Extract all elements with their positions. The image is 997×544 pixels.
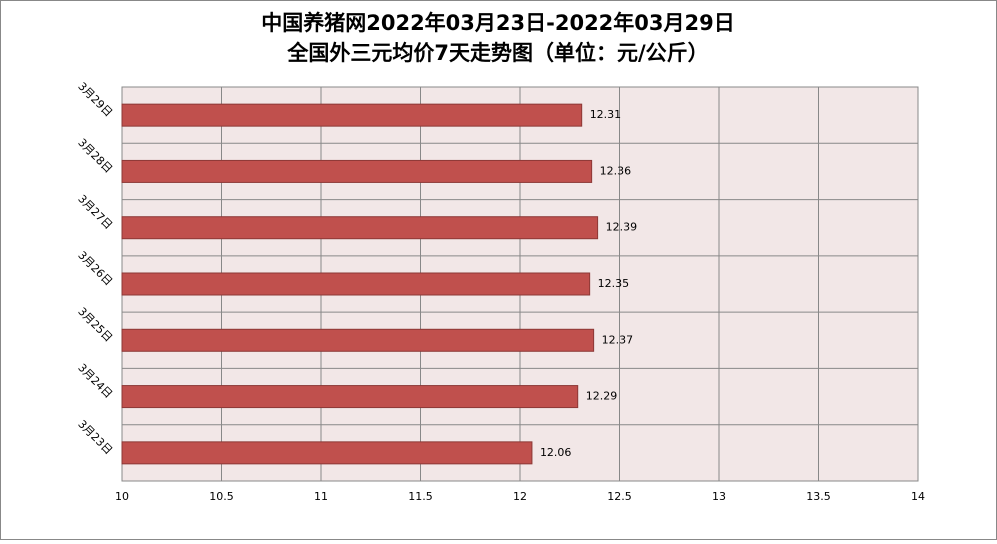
- x-tick-label: 10: [115, 490, 129, 503]
- chart-subtitle: 全国外三元均价7天走势图（单位：元/公斤）: [286, 41, 708, 65]
- bar: [121, 441, 533, 465]
- value-label: 12.36: [600, 164, 632, 177]
- bar: [121, 216, 599, 240]
- x-tick-label: 12.5: [607, 490, 632, 503]
- x-tick-label: 11.5: [408, 490, 433, 503]
- bar: [121, 159, 593, 183]
- bar: [121, 272, 591, 296]
- bar: [121, 385, 579, 409]
- x-tick-label: 13: [712, 490, 726, 503]
- x-tick-label: 13.5: [806, 490, 831, 503]
- value-label: 12.37: [602, 333, 634, 346]
- value-label: 12.39: [606, 221, 638, 234]
- x-tick-label: 11: [314, 490, 328, 503]
- value-label: 12.29: [586, 390, 618, 403]
- bar: [121, 103, 583, 127]
- chart-title: 中国养猪网2022年03月23日-2022年03月29日: [261, 11, 735, 35]
- x-tick-label: 10.5: [209, 490, 234, 503]
- value-label: 12.06: [540, 446, 572, 459]
- value-label: 12.35: [598, 277, 630, 290]
- value-label: 12.31: [590, 108, 622, 121]
- x-tick-label: 14: [911, 490, 925, 503]
- x-tick-label: 12: [513, 490, 527, 503]
- bar: [121, 328, 595, 352]
